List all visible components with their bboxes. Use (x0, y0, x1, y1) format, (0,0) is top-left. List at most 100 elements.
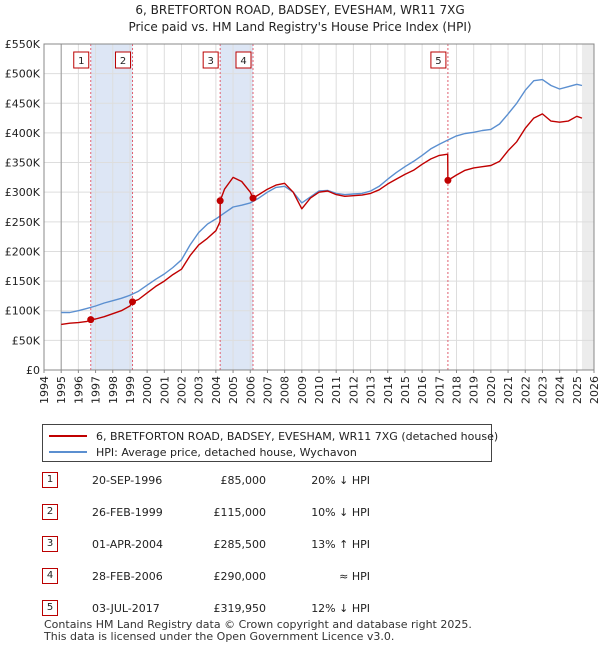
x-tick-label: 2010 (313, 376, 326, 404)
hpi-series-line (61, 78, 583, 314)
x-tick-label: 1997 (90, 376, 103, 404)
y-tick-label: £50K (12, 334, 41, 347)
x-tick-label: 2022 (519, 376, 532, 404)
x-tick-label: 2001 (158, 376, 171, 404)
x-tick-label: 1999 (124, 376, 137, 404)
transaction-number: 5 (42, 600, 58, 616)
y-tick-label: £400K (5, 127, 41, 140)
x-tick-label: 2002 (176, 376, 189, 404)
transaction-date: 20-SEP-1996 (92, 474, 163, 487)
price-chart: 6, BRETFORTON ROAD, BADSEY, EVESHAM, WR1… (5, 3, 600, 404)
y-tick-label: £350K (5, 157, 41, 170)
x-tick-label: 2019 (468, 376, 481, 404)
transaction-price: £115,000 (213, 506, 267, 519)
sale-period-shade (220, 44, 253, 370)
x-tick-label: 2016 (416, 376, 429, 404)
x-tick-label: 2005 (227, 376, 240, 404)
x-tick-label: 1998 (107, 376, 120, 404)
transaction-row: 3 01-APR-2004 £285,500 13% ↑ HPI (42, 536, 462, 554)
transaction-number: 3 (42, 536, 58, 552)
footer-copyright: Contains HM Land Registry data © Crown c… (44, 618, 472, 631)
future-region-shade (581, 44, 594, 370)
x-tick-label: 1996 (72, 376, 85, 404)
transaction-date: 26-FEB-1999 (92, 506, 163, 519)
x-tick-label: 1994 (38, 376, 51, 404)
sale-label-box (202, 51, 219, 69)
chart-title: 6, BRETFORTON ROAD, BADSEY, EVESHAM, WR1… (135, 3, 464, 17)
legend-swatch-blue (49, 451, 87, 453)
transaction-row: 4 28-FEB-2006 £290,000 ≈ HPI (42, 568, 462, 586)
x-tick-label: 2009 (296, 376, 309, 404)
x-tick-label: 2023 (536, 376, 549, 404)
x-tick-label: 2011 (330, 376, 343, 404)
legend: 6, BRETFORTON ROAD, BADSEY, EVESHAM, WR1… (42, 424, 498, 462)
sale-point (129, 298, 137, 306)
transaction-date: 03-JUL-2017 (92, 602, 160, 615)
y-tick-label: £550K (5, 38, 41, 51)
chart-subtitle: Price paid vs. HM Land Registry's House … (128, 20, 471, 34)
sale-label-number: 1 (78, 56, 84, 67)
sale-period-shade (90, 44, 133, 370)
transaction-row: 2 26-FEB-1999 £115,000 10% ↓ HPI (42, 504, 462, 522)
sale-point (87, 316, 95, 324)
transaction-number: 1 (42, 472, 58, 488)
x-tick-label: 2000 (141, 376, 154, 404)
transaction-hpi-relation: 12% ↓ HPI (311, 602, 370, 615)
sale-label-box (235, 51, 252, 69)
sale-label-number: 5 (435, 56, 441, 67)
transaction-number: 2 (42, 504, 58, 520)
y-tick-label: £250K (5, 216, 41, 229)
x-tick-label: 2020 (485, 376, 498, 404)
sale-label-box (430, 51, 447, 69)
transaction-price: £285,500 (213, 538, 267, 551)
y-tick-label: £200K (5, 245, 41, 258)
y-tick-label: £100K (5, 305, 41, 318)
y-tick-label: £300K (5, 186, 41, 199)
x-tick-label: 2021 (502, 376, 515, 404)
legend-item-property: 6, BRETFORTON ROAD, BADSEY, EVESHAM, WR1… (49, 428, 498, 444)
transaction-row: 1 20-SEP-1996 £85,000 20% ↓ HPI (42, 472, 462, 490)
sale-point (249, 194, 257, 202)
legend-label-property: 6, BRETFORTON ROAD, BADSEY, EVESHAM, WR1… (96, 429, 499, 443)
y-tick-label: £150K (5, 275, 41, 288)
transaction-price: £319,950 (213, 602, 267, 615)
x-tick-label: 2017 (433, 376, 446, 404)
transaction-price: £290,000 (213, 570, 267, 583)
transaction-number: 4 (42, 568, 58, 584)
transaction-date: 01-APR-2004 (92, 538, 164, 551)
x-tick-label: 2004 (210, 376, 223, 404)
transaction-hpi-relation: 20% ↓ HPI (311, 474, 370, 487)
footer: Contains HM Land Registry data © Crown c… (44, 619, 472, 643)
transaction-hpi-relation: ≈ HPI (339, 570, 370, 583)
sale-label-box (73, 51, 90, 69)
transaction-hpi-relation: 13% ↑ HPI (311, 538, 370, 551)
sale-label-number: 3 (207, 56, 213, 67)
legend-item-hpi: HPI: Average price, detached house, Wych… (49, 444, 357, 460)
x-tick-label: 1995 (55, 376, 68, 404)
transaction-date: 28-FEB-2006 (92, 570, 163, 583)
footer-license: This data is licensed under the Open Gov… (44, 630, 395, 643)
sale-point (444, 176, 452, 184)
x-tick-label: 2025 (571, 376, 584, 404)
x-tick-label: 2003 (193, 376, 206, 404)
x-tick-label: 2014 (382, 376, 395, 404)
sale-label-box (115, 51, 132, 69)
x-tick-label: 2026 (588, 376, 600, 404)
x-tick-label: 2006 (244, 376, 257, 404)
x-tick-label: 2015 (399, 376, 412, 404)
x-tick-label: 2012 (347, 376, 360, 404)
sale-label-number: 2 (120, 56, 126, 67)
property-series-line (61, 113, 583, 326)
transaction-price: £85,000 (220, 474, 267, 487)
transaction-hpi-relation: 10% ↓ HPI (311, 506, 370, 519)
sale-point (216, 197, 224, 205)
y-tick-label: £450K (5, 97, 41, 110)
legend-label-hpi: HPI: Average price, detached house, Wych… (96, 445, 357, 459)
transaction-row: 5 03-JUL-2017 £319,950 12% ↓ HPI (42, 600, 462, 618)
x-tick-label: 2013 (365, 376, 378, 404)
legend-swatch-red (49, 435, 87, 437)
x-tick-label: 2008 (279, 376, 292, 404)
x-tick-label: 2024 (554, 376, 567, 404)
x-tick-label: 2018 (451, 376, 464, 404)
x-tick-label: 2007 (261, 376, 274, 404)
